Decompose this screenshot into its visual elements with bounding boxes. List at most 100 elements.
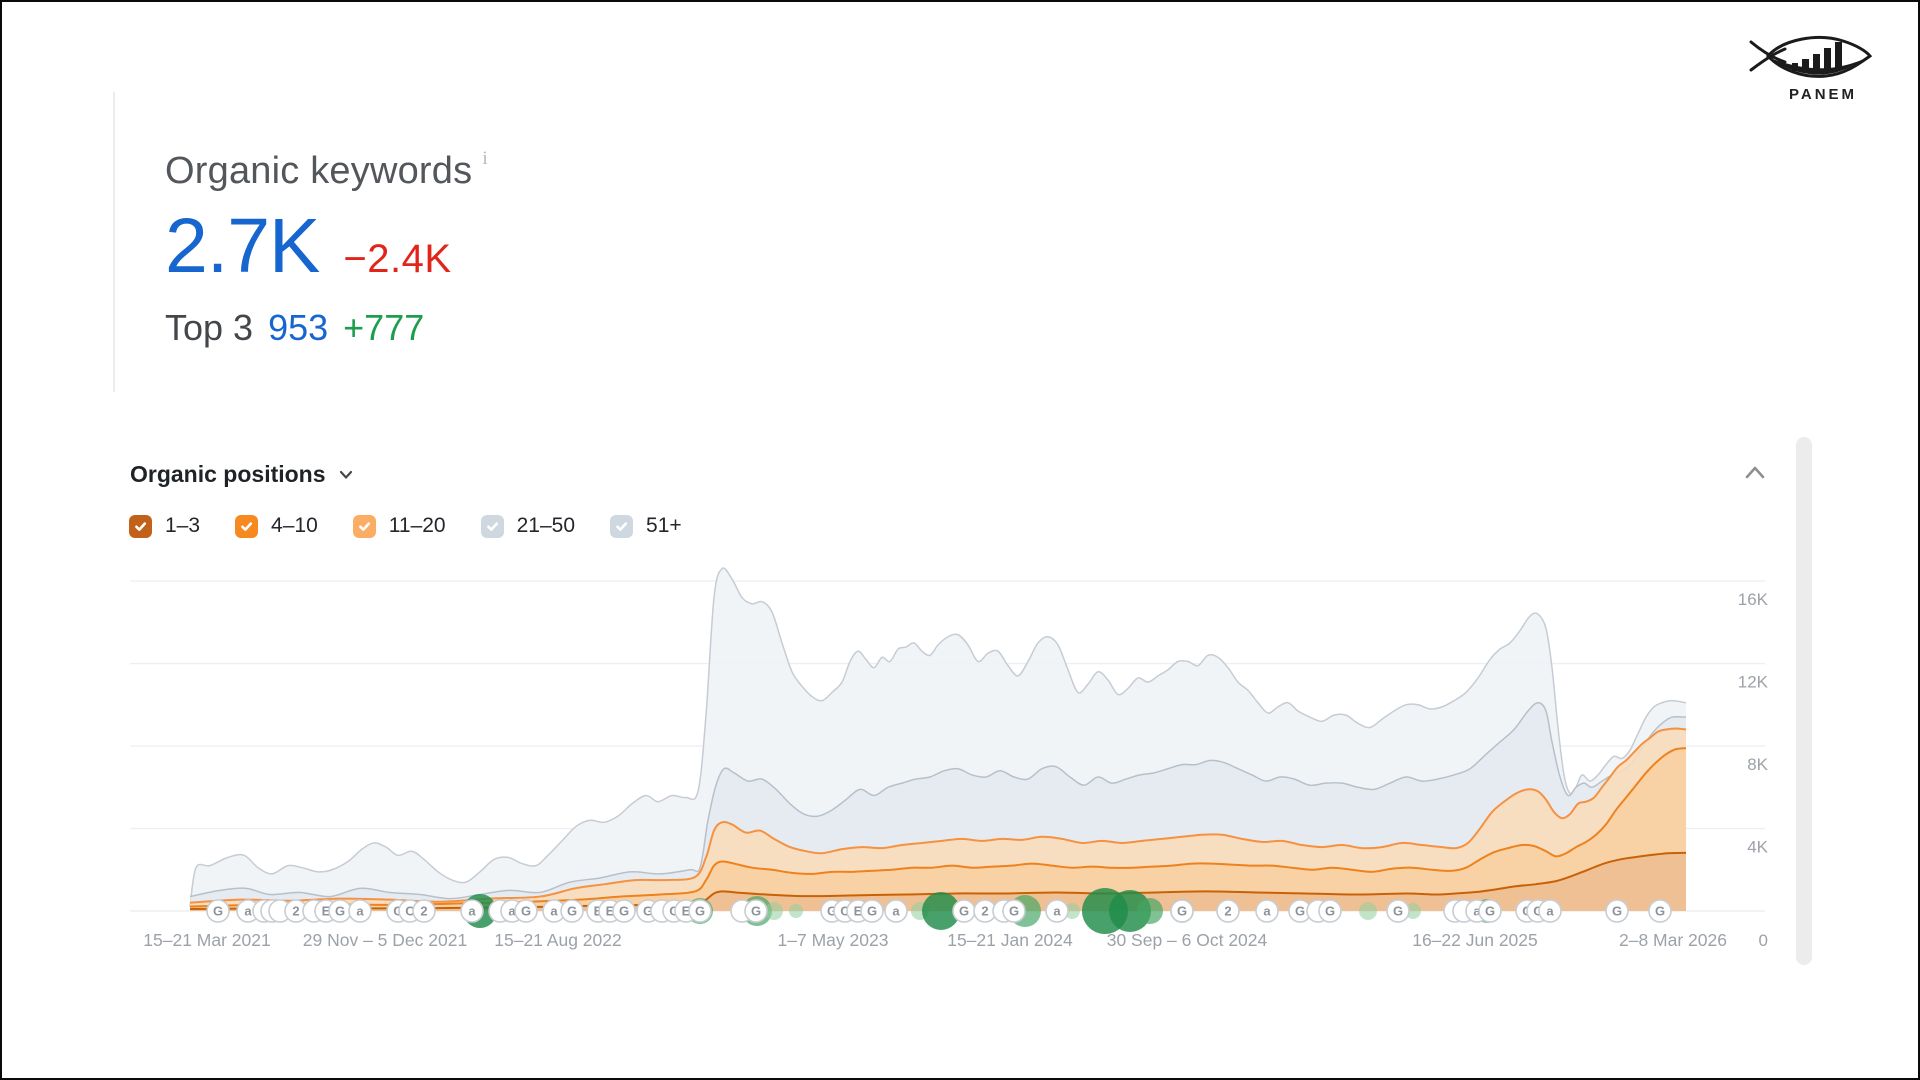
y-tick-label: 0 [1759, 931, 1768, 950]
top3-delta: +777 [343, 306, 425, 348]
series-line-11–20 [189, 727, 1687, 904]
organic-positions-header[interactable]: Organic positions [130, 461, 354, 488]
checkbox-icon[interactable] [480, 514, 504, 538]
update-badge-letter: a [550, 904, 558, 919]
y-tick-label: 16K [1738, 590, 1769, 609]
x-tick-label: 16–22 Jun 2025 [1412, 930, 1538, 950]
filter-label: 1–3 [165, 514, 201, 537]
google-update-bubble[interactable] [1359, 902, 1377, 920]
update-badge[interactable] [688, 899, 712, 923]
update-badge-letter: 2 [1224, 904, 1231, 919]
update-badge[interactable] [860, 899, 884, 923]
left-divider [113, 92, 115, 392]
checkbox-icon[interactable] [235, 514, 259, 538]
collapse-chevron-icon[interactable] [1742, 460, 1768, 486]
update-badge[interactable] [412, 899, 436, 923]
update-badge-letter: G [751, 904, 761, 919]
update-badge[interactable] [206, 899, 230, 923]
organic-keywords-value: 2.7K [165, 202, 320, 289]
update-badge-letter: E [682, 904, 691, 919]
checkbox-icon[interactable] [129, 514, 152, 538]
panem-logo: PANEM [1745, 33, 1875, 103]
filter-label: 21–50 [516, 514, 576, 537]
update-badge[interactable] [348, 899, 372, 923]
google-update-bubble[interactable] [1137, 898, 1163, 924]
series-line-51+ [189, 567, 1687, 907]
filter-21-50[interactable]: 21–50 [480, 514, 576, 538]
update-badge-letter: 2 [981, 904, 988, 919]
chevron-down-icon [339, 470, 352, 479]
update-badge[interactable] [1216, 899, 1240, 923]
google-update-bubble[interactable] [789, 904, 803, 918]
update-badge[interactable] [1648, 899, 1672, 923]
x-tick-label: 29 Nov – 5 Dec 2021 [303, 930, 467, 950]
update-badge[interactable] [1386, 899, 1410, 923]
series-area-11–20[interactable] [190, 728, 1686, 911]
update-badge[interactable] [1255, 899, 1279, 923]
update-badge-letter: G [1485, 904, 1495, 919]
google-update-bubble[interactable] [1109, 890, 1151, 932]
update-badge-letter: E [594, 904, 603, 919]
update-badge[interactable] [514, 899, 538, 923]
x-tick-label: 2–8 Mar 2026 [1619, 930, 1727, 950]
update-badge[interactable] [1002, 899, 1026, 923]
update-badge[interactable] [1605, 899, 1629, 923]
update-badge-letter: a [468, 904, 476, 919]
organic-keywords-widget: Organic keywords i 2.7K −2.4K Top 3 953 … [165, 148, 488, 349]
update-badge-letter: C [405, 904, 415, 919]
filter-51+[interactable]: 51+ [610, 514, 682, 538]
update-badge-letter: G [1655, 904, 1665, 919]
update-badge-letter: G [335, 904, 345, 919]
logo-wordmark: PANEM [1788, 86, 1858, 103]
update-badge-letter: G [867, 904, 877, 919]
checkbox-icon[interactable] [610, 514, 634, 538]
update-badge-letter: G [959, 904, 969, 919]
update-badge-letter: G [213, 904, 223, 919]
update-badge-letter: G [695, 904, 705, 919]
update-badge[interactable] [560, 899, 584, 923]
y-tick-label: 12K [1738, 673, 1769, 692]
update-badge[interactable] [460, 899, 484, 923]
update-badge-letter: a [1263, 904, 1271, 919]
update-badge-letter: G [1295, 904, 1305, 919]
organic-keywords-delta: −2.4K [343, 236, 452, 281]
update-badge-letter: G [521, 904, 531, 919]
update-badge-letter: G [1177, 904, 1187, 919]
x-tick-label: 15–21 Aug 2022 [494, 930, 622, 950]
checkbox-icon[interactable] [352, 514, 376, 538]
update-badge-letter: E [854, 904, 863, 919]
update-badge[interactable] [1538, 899, 1562, 923]
filter-label: 11–20 [388, 514, 446, 537]
series-line-4–10 [189, 747, 1687, 908]
update-badge-letter: G [619, 904, 629, 919]
update-badge-letter: G [827, 904, 837, 919]
filter-1-3[interactable]: 1–3 [129, 514, 200, 538]
filter-11-20[interactable]: 11–20 [352, 514, 446, 538]
update-badge-letter: a [1053, 904, 1061, 919]
y-tick-label: 8K [1747, 755, 1768, 774]
position-filters: 1–3 4–10 11–20 21–50 51+ [129, 514, 682, 538]
fish-chart-logo-icon [1749, 36, 1872, 78]
update-badge[interactable] [1170, 899, 1194, 923]
x-tick-label: 30 Sep – 6 Oct 2024 [1107, 930, 1268, 950]
update-badge[interactable] [1478, 899, 1502, 923]
update-badge[interactable] [612, 899, 636, 923]
vertical-scrollbar[interactable] [1796, 437, 1812, 965]
google-update-bubble[interactable] [765, 902, 783, 920]
update-badge-letter: a [1546, 904, 1554, 919]
update-badge-letter: 2 [292, 904, 299, 919]
update-badge[interactable] [1318, 899, 1342, 923]
update-badge[interactable] [884, 899, 908, 923]
google-update-bubble[interactable] [922, 892, 960, 930]
info-icon[interactable]: i [482, 148, 488, 169]
update-badge-letter: E [322, 904, 331, 919]
x-tick-label: 15–21 Jan 2024 [947, 930, 1073, 950]
filter-4-10[interactable]: 4–10 [235, 514, 318, 538]
series-area-1–3[interactable] [190, 852, 1686, 911]
update-badge[interactable] [744, 899, 768, 923]
filter-label: 51+ [646, 514, 682, 537]
y-tick-label: 4K [1747, 838, 1768, 857]
section-title: Organic positions [130, 461, 326, 487]
update-badge[interactable] [1045, 899, 1069, 923]
